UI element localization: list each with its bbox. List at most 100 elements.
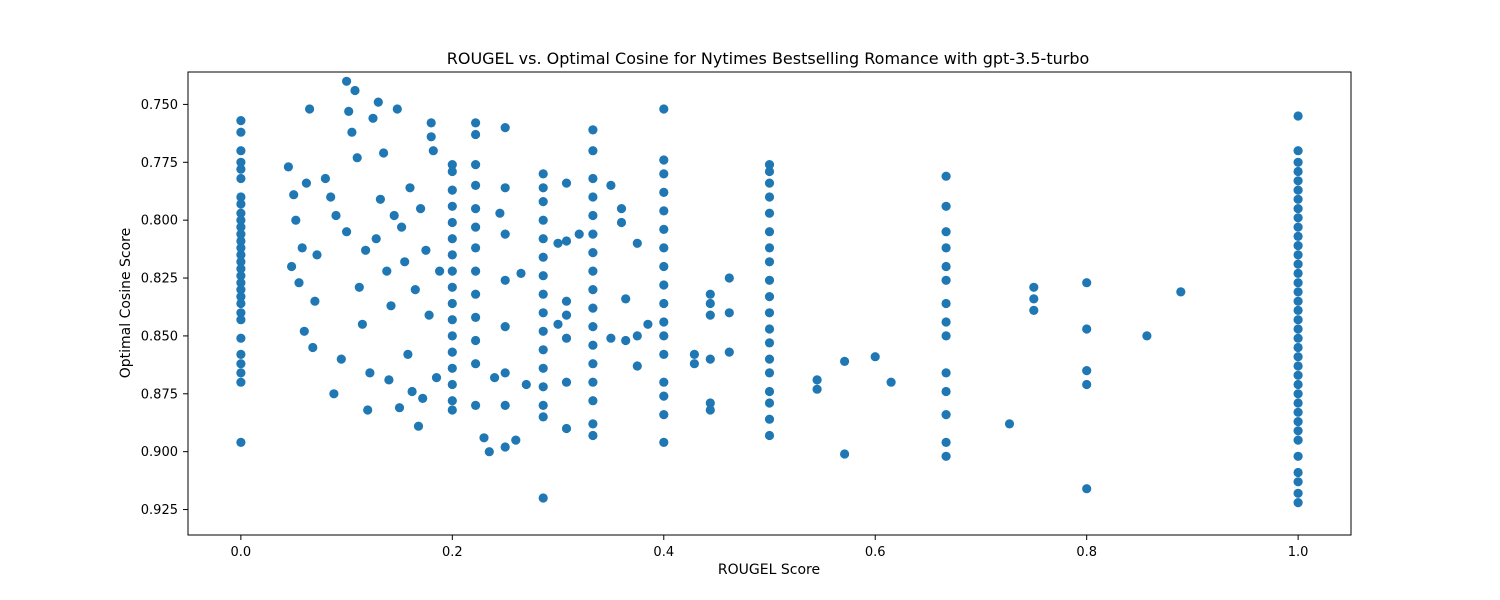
scatter-point: [384, 375, 394, 385]
scatter-point: [403, 349, 413, 359]
scatter-point: [1293, 370, 1303, 380]
scatter-point: [764, 430, 775, 441]
scatter-point: [1293, 379, 1303, 390]
scatter-point: [291, 215, 301, 225]
scatter-point: [365, 368, 375, 378]
scatter-point: [405, 183, 415, 193]
scatter-point: [344, 106, 354, 116]
scatter-point: [236, 127, 246, 137]
scatter-point: [236, 215, 246, 225]
scatter-point: [236, 315, 246, 325]
scatter-point: [689, 359, 700, 369]
scatter-point: [705, 405, 715, 415]
scatter-point: [407, 386, 417, 397]
scatter-point: [447, 201, 457, 211]
scatter-point: [236, 164, 246, 174]
scatter-point: [447, 396, 457, 406]
scatter-point: [941, 386, 951, 397]
scatter-point: [416, 204, 426, 214]
scatter-point: [447, 160, 457, 170]
scatter-point: [870, 352, 880, 362]
scatter-point: [705, 289, 715, 299]
scatter-point: [289, 190, 299, 200]
scatter-point: [447, 405, 457, 415]
scatter-point: [941, 298, 951, 309]
scatter-point: [659, 261, 669, 272]
scatter-point: [941, 410, 951, 420]
scatter-point: [1293, 467, 1303, 478]
scatter-point: [1029, 294, 1039, 304]
scatter-point: [561, 236, 572, 246]
scatter-point: [538, 308, 548, 318]
scatter-point: [347, 127, 357, 137]
scatter-point: [447, 379, 457, 390]
scatter-point: [479, 433, 489, 443]
scatter-point: [511, 435, 521, 445]
y-tick-label: 0.800: [141, 214, 178, 229]
y-axis-ticks: 0.750 0.775 0.800 0.825 0.850 0.875 0.900 0.925: [141, 98, 188, 518]
scatter-point: [588, 430, 598, 441]
scatter-point: [941, 368, 951, 378]
scatter-point: [495, 208, 505, 218]
scatter-point: [659, 377, 669, 387]
x-tick-label: 0.6: [865, 545, 886, 560]
scatter-point: [705, 298, 715, 309]
scatter-point: [1293, 315, 1303, 325]
scatter-point: [643, 319, 653, 329]
scatter-point: [236, 208, 246, 218]
scatter-point: [1293, 204, 1303, 214]
scatter-point: [1293, 426, 1303, 436]
scatter-point: [379, 148, 389, 158]
scatter-point: [659, 437, 669, 447]
scatter-point: [1293, 305, 1303, 315]
scatter-point: [812, 384, 822, 394]
scatter-point: [764, 386, 775, 397]
scatter-point: [361, 245, 371, 255]
scatter-point: [329, 389, 339, 399]
scatter-point: [447, 234, 457, 244]
scatter-point: [659, 155, 669, 165]
scatter-point: [447, 363, 457, 373]
y-tick-label: 0.775: [141, 156, 178, 171]
scatter-point: [447, 250, 457, 260]
scatter-point: [659, 243, 669, 253]
scatter-point: [588, 303, 598, 313]
scatter-point: [471, 222, 481, 232]
scatter-point: [447, 347, 457, 357]
scatter-point: [471, 289, 481, 299]
scatter-point: [1293, 287, 1303, 297]
scatter-point: [1293, 278, 1303, 288]
scatter-point: [236, 257, 246, 267]
scatter-point: [764, 324, 775, 334]
y-axis-label: Optimal Cosine Score: [118, 228, 134, 379]
scatter-point: [1293, 231, 1303, 241]
plot-area: [187, 71, 1352, 536]
scatter-point: [588, 419, 598, 429]
scatter-point: [283, 162, 293, 172]
scatter-point: [500, 275, 510, 285]
scatter-point: [236, 264, 246, 274]
scatter-point: [1293, 213, 1303, 223]
scatter-point: [1293, 398, 1303, 408]
scatter-point: [840, 449, 850, 459]
scatter-point: [588, 192, 598, 202]
scatter-point: [236, 229, 246, 239]
scatter-point: [336, 354, 346, 364]
scatter-point: [471, 335, 481, 346]
scatter-point: [538, 271, 548, 281]
scatter-point: [301, 178, 311, 188]
scatter-point: [389, 210, 399, 221]
scatter-point: [941, 201, 951, 211]
scatter-point: [538, 234, 548, 244]
scatter-point: [689, 349, 700, 359]
scatter-point: [386, 301, 396, 311]
scatter-point: [471, 359, 481, 369]
scatter-point: [561, 296, 572, 306]
scatter-point: [588, 266, 598, 276]
scatter-point: [621, 335, 631, 346]
scatter-point: [574, 229, 584, 239]
scatter-point: [705, 310, 715, 320]
scatter-point: [538, 289, 548, 299]
scatter-point: [538, 197, 548, 207]
scatter-point: [705, 354, 715, 364]
